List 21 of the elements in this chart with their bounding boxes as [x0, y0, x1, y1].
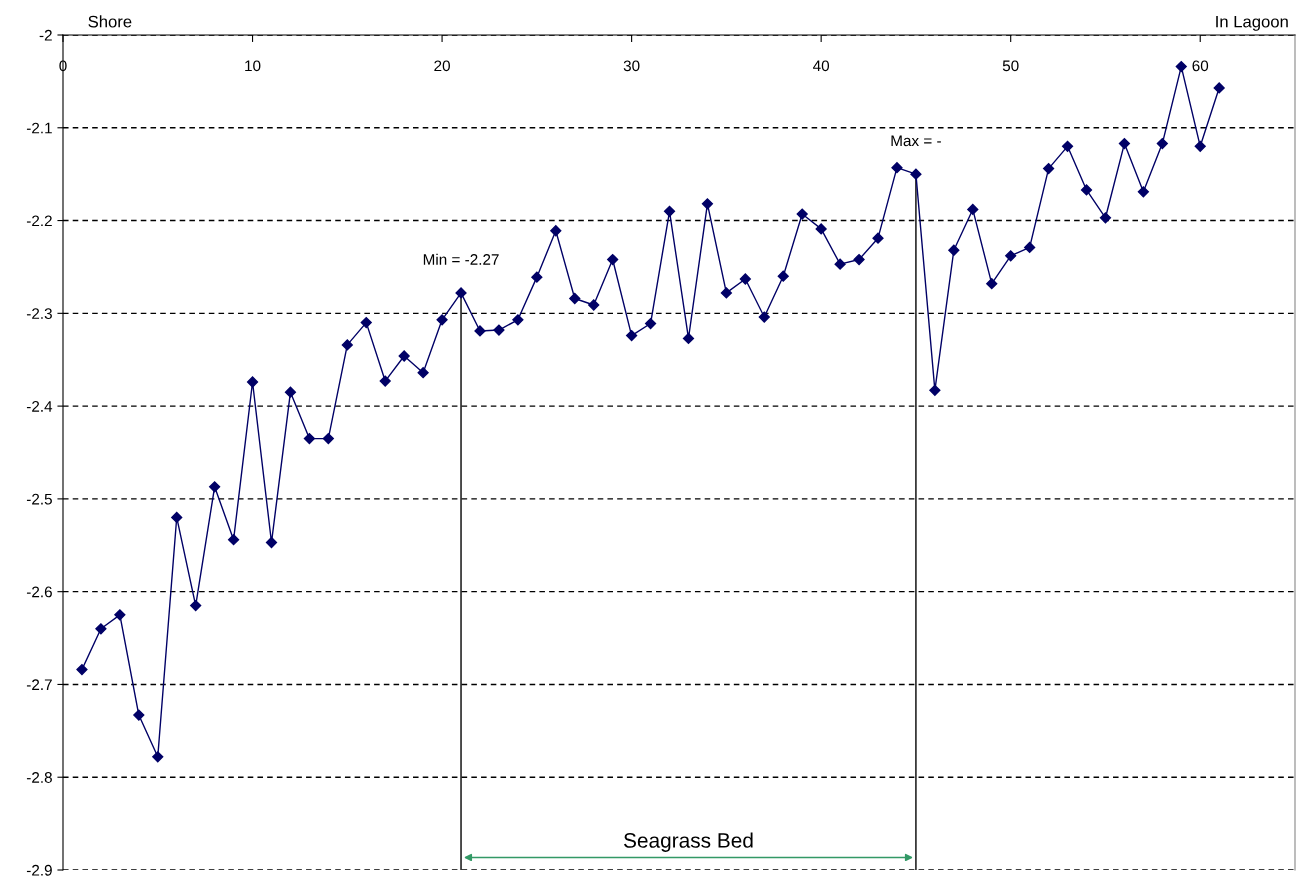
- annotation: Min = -2.27: [423, 253, 499, 265]
- y-tick-label: -2.2: [26, 215, 52, 227]
- y-tick-label: -2.7: [26, 679, 52, 690]
- x-tick-label: 40: [813, 60, 830, 72]
- y-tick-label: -2.3: [26, 308, 52, 320]
- x-tick-label: 10: [245, 60, 261, 72]
- y-tick-label: -2.9: [26, 864, 52, 876]
- y-tick-label: -2.1: [26, 122, 52, 134]
- annotation: Max = -: [891, 135, 941, 147]
- x-tick-label: 20: [434, 60, 450, 72]
- x-tick-label: 60: [1192, 60, 1209, 72]
- y-tick-label: -2: [39, 29, 52, 41]
- annotation: Seagrass Bed: [623, 832, 753, 852]
- x-tick-label: 30: [623, 60, 640, 72]
- y-tick-label: -2.5: [26, 493, 52, 505]
- y-tick-label: -2.8: [26, 772, 52, 783]
- text: In Lagoon: [1216, 15, 1288, 31]
- text: Shore: [88, 15, 132, 28]
- y-tick-label: -2.6: [26, 586, 52, 598]
- y-tick-label: -2.4: [26, 400, 53, 412]
- x-tick-label: 50: [1002, 60, 1019, 72]
